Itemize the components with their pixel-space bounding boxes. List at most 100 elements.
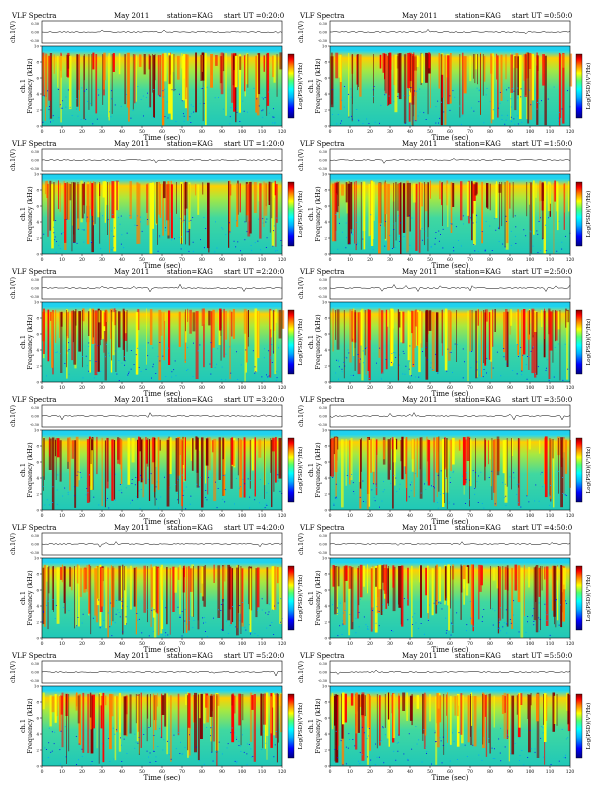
noise-speckle (513, 477, 515, 479)
burst-streak (342, 692, 345, 725)
burst-streak (384, 183, 387, 215)
noise-speckle (114, 104, 116, 106)
noise-speckle (114, 622, 116, 624)
noise-speckle (121, 492, 123, 494)
noise-speckle (499, 752, 501, 754)
dark-streak (248, 310, 249, 337)
spectrogram-ylabel: Frequency (kHz) (314, 58, 322, 114)
burst-streak (164, 312, 166, 321)
noise-speckle (265, 221, 267, 223)
dark-streak (384, 54, 386, 91)
noise-speckle (255, 371, 257, 373)
burst-streak (128, 52, 130, 122)
burst-streak (560, 437, 563, 508)
burst-streak (206, 695, 210, 723)
noise-speckle (141, 478, 143, 480)
noise-speckle (268, 91, 270, 93)
noise-speckle (409, 484, 411, 486)
noise-speckle (61, 107, 63, 109)
burst-streak (254, 437, 256, 497)
noise-speckle (528, 501, 530, 503)
noise-speckle (83, 241, 85, 243)
colorbar-label: Log(PSD)(V²/Hz) (297, 703, 304, 750)
noise-speckle (534, 748, 536, 750)
noise-speckle (43, 95, 45, 97)
waveform-tick-label: 0.00 (319, 415, 327, 419)
spectrogram-ylabel-channel: ch.1 (19, 79, 27, 93)
burst-streak (68, 184, 72, 201)
burst-streak (152, 566, 156, 618)
burst-streak (192, 312, 196, 332)
noise-speckle (521, 370, 523, 372)
noise-speckle (538, 221, 540, 222)
noise-speckle (549, 494, 550, 496)
noise-speckle (383, 489, 385, 491)
burst-streak (388, 693, 390, 747)
burst-streak (251, 438, 254, 471)
noise-speckle (92, 617, 94, 619)
freq-tick-label: 2 (324, 364, 327, 369)
waveform-tick-label: 0.30 (31, 150, 39, 154)
burst-streak (157, 693, 158, 707)
noise-speckle (97, 345, 99, 347)
noise-speckle (280, 598, 282, 600)
burst-streak (75, 693, 78, 711)
burst-streak (49, 180, 52, 231)
noise-speckle (488, 738, 490, 740)
noise-speckle (49, 106, 50, 107)
noise-speckle (192, 376, 194, 378)
noise-speckle (232, 606, 233, 608)
time-axis-label: Time (sec) (143, 518, 180, 526)
noise-speckle (395, 759, 397, 761)
waveform-ylabel: ch.1(V) (298, 149, 305, 171)
panel-start-time: start UT =0:20:0 (224, 12, 284, 20)
noise-speckle (67, 491, 69, 493)
noise-speckle (76, 242, 78, 244)
burst-streak (330, 439, 332, 476)
dark-streak (147, 438, 149, 467)
noise-speckle (503, 622, 505, 624)
time-axis-label: Time (sec) (431, 774, 468, 782)
noise-speckle (440, 740, 442, 742)
burst-streak (202, 182, 204, 195)
burst-streak (468, 439, 472, 487)
waveform-ylabel: ch.1(V) (10, 277, 17, 299)
noise-speckle (133, 364, 135, 365)
burst-streak (271, 182, 275, 247)
noise-speckle (114, 227, 115, 229)
burst-streak (145, 439, 148, 464)
noise-speckle (534, 751, 536, 753)
noise-speckle (254, 372, 256, 374)
noise-speckle (59, 104, 61, 106)
noise-speckle (538, 602, 540, 604)
waveform-ylabel: ch.1(V) (10, 405, 17, 427)
burst-streak (46, 180, 48, 198)
dark-streak (247, 54, 249, 88)
noise-speckle (413, 120, 415, 121)
burst-streak (183, 438, 185, 482)
colorbar (575, 693, 583, 759)
burst-streak (478, 564, 480, 620)
waveform-tick-label: 0.00 (31, 415, 39, 419)
noise-speckle (141, 632, 143, 634)
burst-streak (118, 181, 120, 211)
time-tick-label: 0 (41, 257, 44, 263)
burst-streak (406, 692, 408, 721)
burst-streak (393, 182, 395, 248)
noise-speckle (155, 373, 157, 374)
burst-streak (74, 440, 77, 508)
burst-streak (506, 565, 509, 627)
time-tick-label: 80 (487, 129, 493, 135)
noise-speckle (353, 493, 355, 495)
burst-streak (233, 55, 235, 71)
noise-speckle (257, 635, 259, 637)
burst-streak (258, 181, 260, 202)
noise-speckle (358, 626, 360, 628)
time-tick-label: 50 (427, 129, 433, 135)
noise-speckle (190, 122, 192, 123)
burst-streak (356, 54, 358, 85)
burst-streak (407, 567, 409, 606)
spectrogram-panel: VLF Spectra May 2011 station=KAG start UT =… (10, 652, 304, 782)
burst-streak (61, 692, 64, 748)
noise-speckle (382, 610, 384, 611)
